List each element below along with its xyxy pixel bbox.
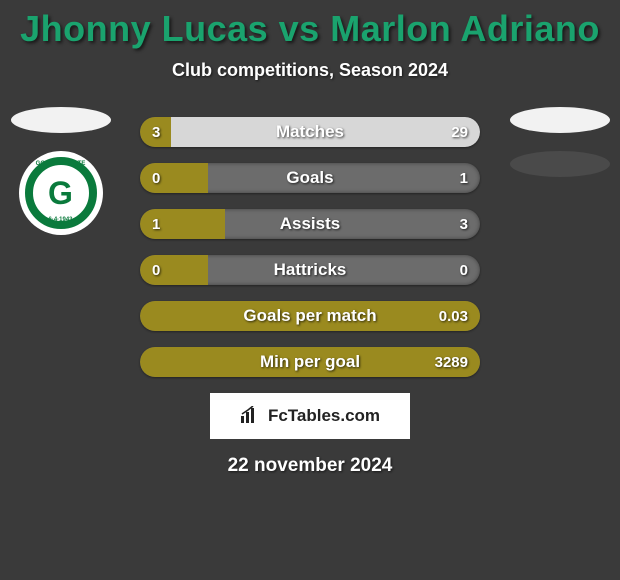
bar-label: Goals — [140, 163, 480, 193]
stat-row-assists: 1Assists3 — [140, 209, 480, 239]
bar-label: Goals per match — [140, 301, 480, 331]
bar-right-value: 29 — [451, 117, 468, 147]
comparison-content: GOIÁS ESPORTE G 6·4·1943 3Matches290Goal… — [0, 117, 620, 377]
stat-row-goals: 0Goals1 — [140, 163, 480, 193]
bar-right-value: 0.03 — [439, 301, 468, 331]
site-name: FcTables.com — [268, 406, 380, 426]
bar-label: Assists — [140, 209, 480, 239]
club-bottom-text: 6·4·1943 — [19, 217, 103, 223]
date-label: 22 november 2024 — [0, 455, 620, 477]
right-player-column — [507, 107, 612, 195]
bar-label: Min per goal — [140, 347, 480, 377]
stat-bars: 3Matches290Goals11Assists30Hattricks0Goa… — [140, 117, 480, 377]
left-player-column: GOIÁS ESPORTE G 6·4·1943 — [8, 107, 113, 235]
chart-icon — [240, 406, 262, 427]
left-flag-icon — [11, 107, 111, 133]
right-club-ellipse-icon — [510, 151, 610, 177]
right-flag-icon — [510, 107, 610, 133]
stat-row-min-per-goal: Min per goal3289 — [140, 347, 480, 377]
bar-label: Matches — [140, 117, 480, 147]
bar-right-value: 3 — [460, 209, 468, 239]
subtitle: Club competitions, Season 2024 — [0, 60, 620, 81]
stat-row-matches: 3Matches29 — [140, 117, 480, 147]
club-letter: G — [48, 175, 73, 212]
bar-right-value: 1 — [460, 163, 468, 193]
bar-right-value: 3289 — [435, 347, 468, 377]
stat-row-hattricks: 0Hattricks0 — [140, 255, 480, 285]
site-badge: FcTables.com — [210, 393, 410, 439]
stat-row-goals-per-match: Goals per match0.03 — [140, 301, 480, 331]
page-title: Jhonny Lucas vs Marlon Adriano — [0, 0, 620, 50]
bar-right-value: 0 — [460, 255, 468, 285]
bar-label: Hattricks — [140, 255, 480, 285]
left-club-badge-icon: GOIÁS ESPORTE G 6·4·1943 — [19, 151, 103, 235]
